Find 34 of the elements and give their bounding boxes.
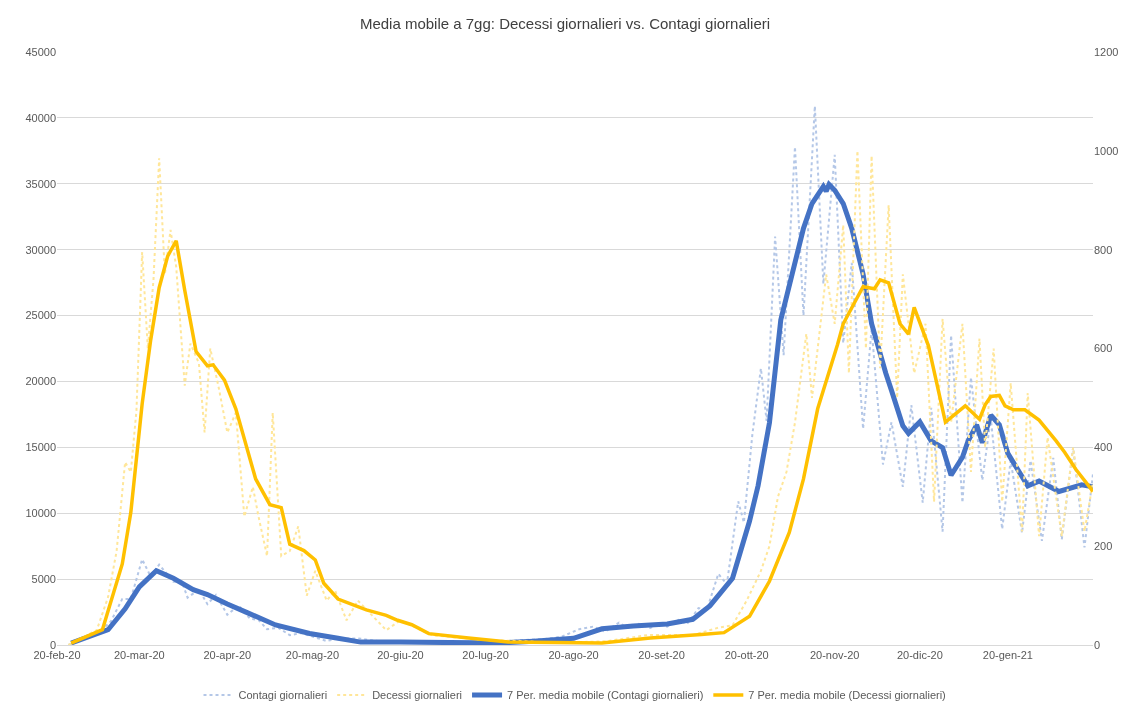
legend-label: Decessi giornalieri [372,689,463,702]
x-tick-label: 20-nov-20 [809,649,860,662]
x-tick-label: 20-mar-20 [113,649,165,662]
x-tick-label: 20-gen-21 [982,649,1033,662]
x-tick-label: 20-mag-20 [285,649,340,662]
y-tick-label: 40000 [25,111,56,124]
y2-tick-label: 200 [1094,540,1113,553]
x-tick-label: 20-ott-20 [724,649,769,662]
y-tick-label: 25000 [25,309,56,322]
y-tick-label: 0 [49,638,56,651]
x-tick-label: 20-dic-20 [896,649,943,662]
x-tick-label: 20-giu-20 [377,649,424,662]
y-tick-label: 30000 [25,243,56,256]
y-tick-label: 10000 [25,507,56,520]
y-tick-label: 35000 [25,177,56,190]
x-tick-label: 20-apr-20 [203,649,252,662]
y2-tick-label: 800 [1094,243,1113,256]
y2-tick-label: 1200 [1094,45,1119,58]
y2-tick-label: 600 [1094,342,1113,355]
y-tick-label: 15000 [25,441,56,454]
y2-tick-label: 1000 [1094,144,1119,157]
legend-label: 7 Per. media mobile (Contagi giornalieri) [507,689,704,702]
legend-label: 7 Per. media mobile (Decessi giornalieri) [748,689,946,702]
x-tick-label: 20-lug-20 [462,649,509,662]
x-tick-label: 20-feb-20 [33,649,81,662]
y2-tick-label: 400 [1094,441,1113,454]
chart-title: Media mobile a 7gg: Decessi giornalieri vs. Contagi giornalieri [359,14,771,32]
x-tick-label: 20-ago-20 [548,649,599,662]
y-tick-label: 20000 [25,375,56,388]
legend-label: Contagi giornalieri [238,689,328,702]
y-tick-label: 45000 [25,45,56,58]
y-tick-label: 5000 [31,572,56,585]
y2-tick-label: 0 [1094,638,1101,651]
x-tick-label: 20-set-20 [638,649,685,662]
